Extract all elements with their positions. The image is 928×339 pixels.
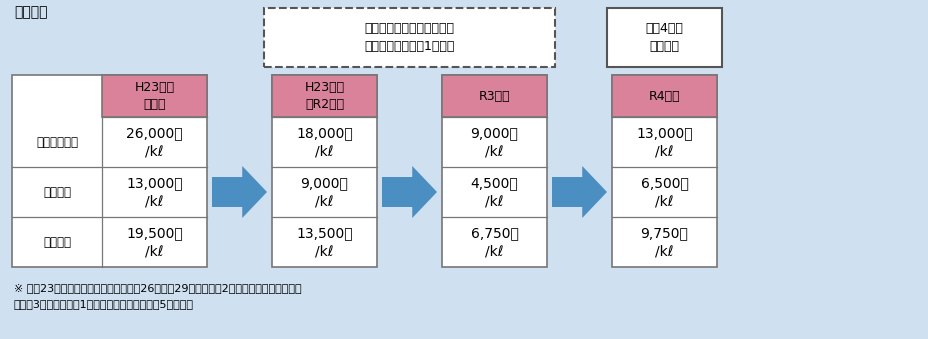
Text: 【税率】: 【税率】 <box>14 5 47 19</box>
Bar <box>612 75 716 267</box>
Text: 沖縄路線: 沖縄路線 <box>43 185 71 199</box>
Text: 13,000円
/kℓ: 13,000円 /kℓ <box>126 176 183 208</box>
Text: 6,500円
/kℓ: 6,500円 /kℓ <box>640 176 688 208</box>
Text: 令和4年度
税制改正: 令和4年度 税制改正 <box>645 22 683 53</box>
Bar <box>612 75 716 117</box>
Text: 9,750円
/kℓ: 9,750円 /kℓ <box>640 226 688 258</box>
Bar <box>272 75 377 267</box>
Text: ※ 平成23年度に軽減措置を創設、平成26年度、29年度、令和2年度に適用期限が延長。: ※ 平成23年度に軽減措置を創設、平成26年度、29年度、令和2年度に適用期限が… <box>14 283 302 293</box>
Polygon shape <box>551 166 606 218</box>
Text: 18,000円
/kℓ: 18,000円 /kℓ <box>296 126 353 158</box>
Text: 13,500円
/kℓ: 13,500円 /kℓ <box>296 226 353 258</box>
Text: 新型コロナウイルス感染症
を踏まえた対応（1年間）: 新型コロナウイルス感染症 を踏まえた対応（1年間） <box>364 22 454 53</box>
Text: 19,500円
/kℓ: 19,500円 /kℓ <box>126 226 183 258</box>
Text: 離島路線: 離島路線 <box>43 236 71 248</box>
Text: 4,500円
/kℓ: 4,500円 /kℓ <box>470 176 518 208</box>
Text: H23年度
改正前: H23年度 改正前 <box>135 81 174 111</box>
Bar <box>264 8 554 67</box>
Text: 9,000円
/kℓ: 9,000円 /kℓ <box>301 176 348 208</box>
Bar <box>606 8 721 67</box>
Text: 6,750円
/kℓ: 6,750円 /kℓ <box>470 226 518 258</box>
Bar <box>102 75 207 117</box>
Text: 13,000円
/kℓ: 13,000円 /kℓ <box>636 126 692 158</box>
Text: H23年度
～R2年度: H23年度 ～R2年度 <box>304 81 344 111</box>
Bar <box>442 75 547 267</box>
Text: 26,000円
/kℓ: 26,000円 /kℓ <box>126 126 183 158</box>
Text: 9,000円
/kℓ: 9,000円 /kℓ <box>470 126 518 158</box>
Text: 令和3年度において1年間に限り、税率を更に5割軽減。: 令和3年度において1年間に限り、税率を更に5割軽減。 <box>14 299 194 309</box>
Polygon shape <box>381 166 436 218</box>
Text: R3年度: R3年度 <box>478 89 509 102</box>
Text: 航空機燃料税: 航空機燃料税 <box>36 136 78 148</box>
Bar <box>272 75 377 117</box>
Text: R4年度: R4年度 <box>648 89 679 102</box>
Polygon shape <box>212 166 266 218</box>
Bar <box>442 75 547 117</box>
Bar <box>12 75 207 267</box>
